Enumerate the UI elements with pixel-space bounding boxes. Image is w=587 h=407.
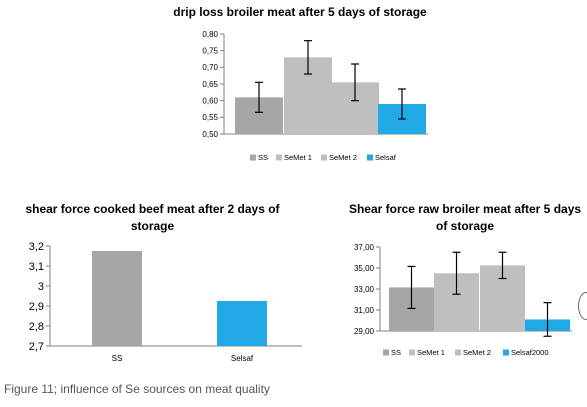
chart3-y-tick-label: 33,00	[354, 285, 375, 294]
chart3-legend-swatch	[455, 349, 461, 356]
chart1-legend-swatch	[367, 154, 373, 161]
chart1-legend-label: SS	[258, 153, 268, 162]
chart2-y-tick-label: 3,2	[29, 241, 44, 253]
chart1-y-tick-label: 0,80	[202, 30, 218, 39]
chart1-y-tick-label: 0,55	[202, 113, 218, 122]
chart2-y-tick-label: 2,9	[29, 301, 44, 313]
chart2-bar-selsaf	[217, 301, 267, 346]
chart3-legend-label: Selsaf2000	[511, 348, 549, 357]
chart1-y-tick-label: 0,65	[202, 80, 218, 89]
chart1-legend-swatch	[276, 154, 282, 161]
chart3-y-tick-label: 31,00	[354, 306, 375, 315]
chart1-legend-swatch	[321, 154, 327, 161]
chart2-y-tick-label: 3,1	[29, 261, 44, 273]
chart1-y-tick-label: 0,50	[202, 130, 218, 139]
chart1-legend-label: SeMet 1	[284, 153, 312, 162]
chart1-y-tick-label: 0,70	[202, 63, 218, 72]
chart1-legend-swatch	[250, 154, 256, 161]
chart2-y-tick-label: 2,7	[29, 341, 44, 353]
figure-caption: Figure 11; influence of Se sources on me…	[4, 382, 270, 396]
chart1-y-tick-label: 0,75	[202, 46, 218, 55]
chart3-legend-swatch	[503, 349, 509, 356]
chart3-legend-label: SS	[391, 348, 401, 357]
chart2-title: shear force cooked beef meat after 2 day…	[25, 202, 280, 233]
chart3-y-tick-label: 37,00	[354, 243, 375, 252]
chart3-y-tick-label: 35,00	[354, 264, 375, 273]
chart1-title: drip loss broiler meat after 5 days of s…	[173, 5, 427, 19]
chart1-y-tick-label: 0,60	[202, 96, 218, 105]
chart3-y-tick-label: 29,00	[354, 327, 375, 336]
chart2-bar-ss	[92, 251, 142, 346]
chart2-y-tick-label: 2,8	[29, 321, 44, 333]
chart1-legend-label: Selsaf	[375, 153, 397, 162]
chart3-title: Shear force raw broiler meat after 5 day…	[348, 202, 582, 233]
chart2-x-tick-label: Selsaf	[231, 354, 254, 363]
chart2-y-tick-label: 3	[38, 281, 44, 293]
chart3-legend-label: SeMet 2	[463, 348, 491, 357]
chart1-legend-label: SeMet 2	[329, 153, 357, 162]
chart2-x-tick-label: SS	[112, 354, 123, 363]
edge-bracket-mark	[578, 292, 587, 320]
chart3-legend-swatch	[409, 349, 415, 356]
chart3-legend-label: SeMet 1	[417, 348, 445, 357]
chart3-legend-swatch	[383, 349, 389, 356]
